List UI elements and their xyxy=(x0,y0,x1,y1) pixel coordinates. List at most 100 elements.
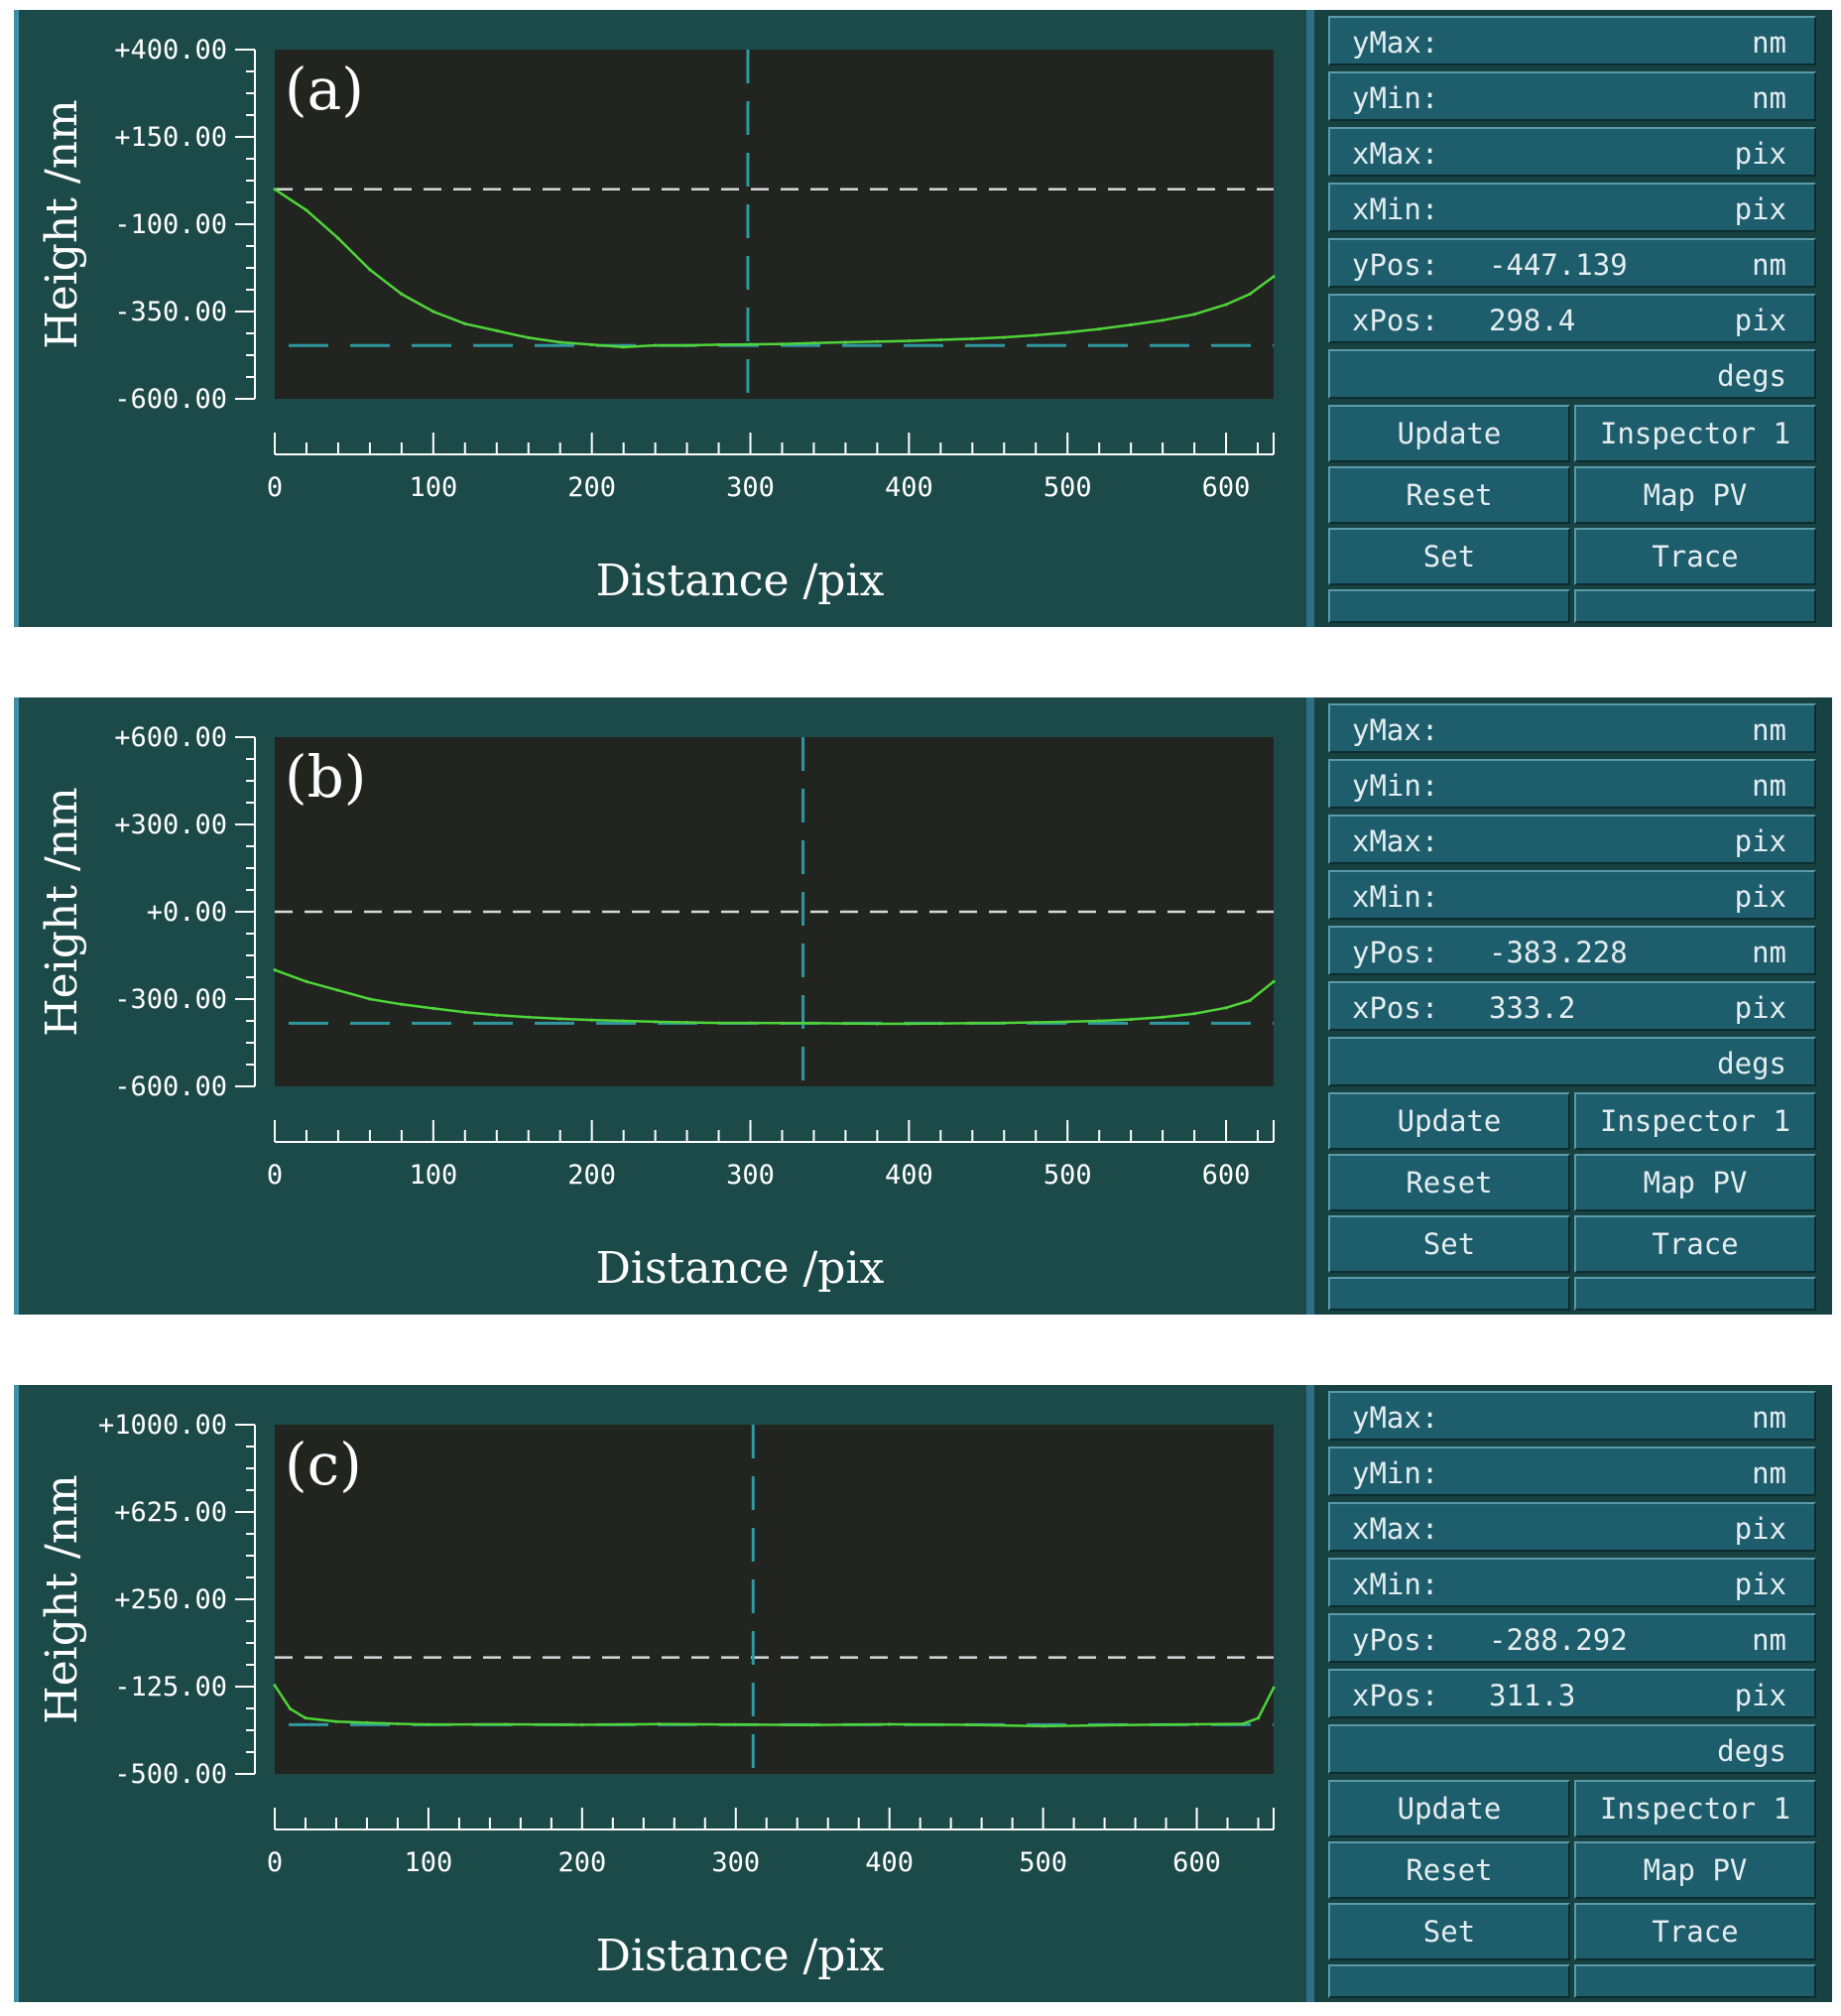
readout-value: 298.4 xyxy=(1489,304,1576,337)
readout-label: xMin: xyxy=(1352,192,1439,226)
map-pv-button[interactable]: Map PV xyxy=(1574,1154,1816,1211)
readout-unit: pix xyxy=(1734,192,1786,226)
readout-row-a: yMax: nm xyxy=(1328,16,1816,65)
blank-button[interactable] xyxy=(1574,1277,1816,1311)
blank-button[interactable] xyxy=(1328,1277,1570,1311)
blank-button[interactable] xyxy=(1574,589,1816,623)
inspector-1-button[interactable]: Inspector 1 xyxy=(1574,1780,1816,1837)
profile-point-b xyxy=(590,1018,594,1022)
trace-button[interactable]: Trace xyxy=(1574,1215,1816,1273)
blank-button[interactable] xyxy=(1328,589,1570,623)
profile-point-b xyxy=(654,1020,658,1024)
readout-value: 333.2 xyxy=(1489,991,1576,1025)
profile-point-b xyxy=(1065,1020,1069,1024)
y-tick-label-b: +0.00 xyxy=(147,897,227,928)
update-button[interactable]: Update xyxy=(1328,1780,1570,1837)
trace-button[interactable]: Trace xyxy=(1574,528,1816,585)
readout-label: xPos: xyxy=(1352,1679,1439,1712)
profile-point-b xyxy=(305,979,308,983)
profile-point-b xyxy=(1272,979,1276,983)
profile-point-a xyxy=(811,341,816,345)
profile-point-a xyxy=(527,335,531,339)
y-axis-title-b: Height /nm xyxy=(37,787,87,1037)
readout-unit: pix xyxy=(1734,824,1786,858)
set-button[interactable]: Set xyxy=(1328,528,1570,585)
profile-point-c xyxy=(657,1722,661,1726)
readout-value: -383.228 xyxy=(1489,936,1628,969)
profile-point-c xyxy=(273,1684,277,1688)
inspector-1-button[interactable]: Inspector 1 xyxy=(1574,405,1816,462)
readout-label: xPos: xyxy=(1352,991,1439,1025)
profile-point-b xyxy=(495,1013,499,1017)
profile-point-b xyxy=(684,1020,689,1025)
profile-point-a xyxy=(1034,333,1038,337)
x-tick-label-a: 200 xyxy=(567,472,616,503)
x-axis-title-a: Distance /pix xyxy=(596,556,885,606)
chart-c-svg: +1000.00 +625.00 +250.00 -125.00 -500.00 0 100… xyxy=(37,1410,1276,1981)
readout-row-c: xMin: pix xyxy=(1328,1558,1816,1607)
y-tick-label-a: -350.00 xyxy=(114,297,227,327)
readout-value: -288.292 xyxy=(1489,1623,1628,1657)
plot-area-c xyxy=(275,1425,1274,1774)
readout-label: xMax: xyxy=(1352,1512,1439,1546)
y-tick-label-b: +300.00 xyxy=(114,810,227,840)
readout-row-a: xMin: pix xyxy=(1328,183,1816,232)
y-tick-label-a: -600.00 xyxy=(114,384,227,415)
set-button[interactable]: Set xyxy=(1328,1903,1570,1960)
readout-row-b: xPos: 333.2 pix xyxy=(1328,981,1816,1031)
readout-label: yPos: xyxy=(1352,936,1439,969)
profile-point-a xyxy=(1272,275,1276,279)
profile-point-b xyxy=(716,1021,721,1025)
reset-button[interactable]: Reset xyxy=(1328,1154,1570,1211)
readout-unit: degs xyxy=(1717,359,1786,393)
x-tick-label-b: 500 xyxy=(1043,1160,1092,1191)
profile-point-b xyxy=(622,1019,626,1023)
readout-row-a: yMin: nm xyxy=(1328,71,1816,121)
readout-unit: nm xyxy=(1752,1623,1786,1657)
profile-point-c xyxy=(1194,1722,1199,1726)
readout-unit: pix xyxy=(1734,304,1786,337)
blank-button[interactable] xyxy=(1328,1964,1570,1998)
readout-label: yMin: xyxy=(1352,1456,1439,1490)
readout-unit: pix xyxy=(1734,1568,1786,1601)
profile-point-a xyxy=(1065,330,1069,334)
trace-button[interactable]: Trace xyxy=(1574,1903,1816,1960)
profile-point-b xyxy=(875,1022,879,1026)
y-axis-title-a: Height /nm xyxy=(37,99,87,349)
reset-button[interactable]: Reset xyxy=(1328,1841,1570,1899)
map-pv-button[interactable]: Map PV xyxy=(1574,466,1816,524)
blank-button[interactable] xyxy=(1574,1964,1816,1998)
update-button[interactable]: Update xyxy=(1328,405,1570,462)
y-tick-label-b: -300.00 xyxy=(114,984,227,1015)
profile-point-b xyxy=(558,1017,562,1021)
inspector-sidebar-a: yMax: nm yMin: nm xMax: pix xMin: pix yPos: -447.… xyxy=(1306,10,1832,627)
readout-label: yMax: xyxy=(1352,713,1439,747)
map-pv-button[interactable]: Map PV xyxy=(1574,1841,1816,1899)
set-button[interactable]: Set xyxy=(1328,1215,1570,1273)
reset-button[interactable]: Reset xyxy=(1328,466,1570,524)
profile-point-b xyxy=(527,1015,531,1019)
profile-point-a xyxy=(558,340,562,344)
inspector-1-button[interactable]: Inspector 1 xyxy=(1574,1092,1816,1150)
profile-point-c xyxy=(1042,1724,1045,1728)
y-tick-label-b: +600.00 xyxy=(114,722,227,753)
x-tick-label-c: 100 xyxy=(405,1847,453,1878)
profile-panel-a: +400.00 +150.00 -100.00 -350.00 -600.00 0 100 2… xyxy=(14,10,1832,627)
readout-unit: nm xyxy=(1752,769,1786,803)
x-tick-label-c: 600 xyxy=(1172,1847,1221,1878)
x-axis-title-b: Distance /pix xyxy=(596,1243,885,1294)
inspector-sidebar-b: yMax: nm yMin: nm xMax: pix xMin: pix yPos: -383.… xyxy=(1306,697,1832,1315)
x-axis-title-c: Distance /pix xyxy=(596,1931,885,1981)
chart-a: +400.00 +150.00 -100.00 -350.00 -600.00 0 100 2… xyxy=(19,10,1306,627)
readout-row-c: yMin: nm xyxy=(1328,1447,1816,1496)
profile-point-b xyxy=(1161,1015,1165,1019)
plot-area-a xyxy=(275,50,1274,399)
update-button[interactable]: Update xyxy=(1328,1092,1570,1150)
profile-point-c xyxy=(365,1720,369,1724)
readout-unit: nm xyxy=(1752,248,1786,282)
profile-point-b xyxy=(1002,1021,1006,1025)
readout-row-b: yMin: nm xyxy=(1328,759,1816,809)
readout-row-a: yPos: -447.139 nm xyxy=(1328,238,1816,288)
readout-unit: nm xyxy=(1752,1401,1786,1435)
y-tick-label-c: -125.00 xyxy=(114,1672,227,1702)
